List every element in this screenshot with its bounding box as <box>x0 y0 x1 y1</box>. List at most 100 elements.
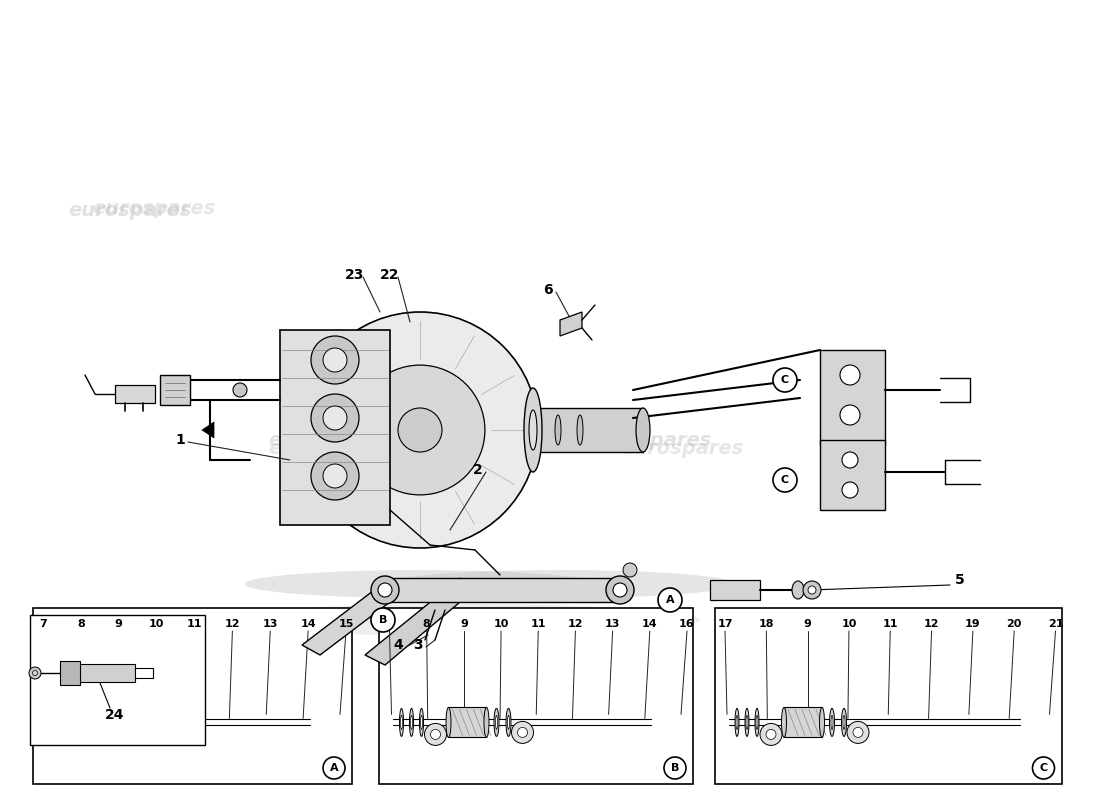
Ellipse shape <box>410 715 412 730</box>
Ellipse shape <box>755 709 759 736</box>
Ellipse shape <box>220 604 700 636</box>
Bar <box>33 608 352 784</box>
Text: 12: 12 <box>224 619 240 629</box>
Bar <box>449 707 486 738</box>
Circle shape <box>311 452 359 500</box>
Text: 14: 14 <box>642 619 658 629</box>
Text: C: C <box>781 475 789 485</box>
Ellipse shape <box>506 709 512 736</box>
Polygon shape <box>379 578 620 602</box>
Circle shape <box>355 365 485 495</box>
Ellipse shape <box>746 715 748 730</box>
Polygon shape <box>365 578 460 665</box>
Text: 12: 12 <box>924 619 939 629</box>
Text: 13: 13 <box>263 619 278 629</box>
Ellipse shape <box>578 415 583 445</box>
Circle shape <box>302 312 538 548</box>
Text: eurospares: eurospares <box>807 662 931 682</box>
Ellipse shape <box>494 709 499 736</box>
Text: eurospares: eurospares <box>620 438 744 458</box>
Text: 11: 11 <box>187 619 202 629</box>
Ellipse shape <box>147 709 153 736</box>
Circle shape <box>664 757 686 779</box>
Text: 13: 13 <box>605 619 620 629</box>
Bar <box>160 375 190 405</box>
Text: 3: 3 <box>414 638 422 652</box>
Ellipse shape <box>74 715 76 730</box>
Ellipse shape <box>430 730 440 739</box>
Ellipse shape <box>495 715 497 730</box>
Ellipse shape <box>33 670 37 675</box>
Ellipse shape <box>507 715 509 730</box>
Text: 17: 17 <box>717 619 733 629</box>
Circle shape <box>840 405 860 425</box>
Text: 10: 10 <box>148 619 164 629</box>
Ellipse shape <box>829 709 835 736</box>
Text: 11: 11 <box>530 619 546 629</box>
Text: B: B <box>378 615 387 625</box>
Bar <box>820 350 886 445</box>
Ellipse shape <box>852 727 864 738</box>
Ellipse shape <box>735 709 739 736</box>
Ellipse shape <box>160 709 165 736</box>
Circle shape <box>311 394 359 442</box>
Text: B: B <box>671 763 679 773</box>
Ellipse shape <box>63 709 67 736</box>
Ellipse shape <box>84 730 94 739</box>
Text: 5: 5 <box>955 573 965 587</box>
Ellipse shape <box>484 707 490 738</box>
Circle shape <box>658 588 682 612</box>
Ellipse shape <box>385 570 735 598</box>
Bar <box>820 440 886 510</box>
Ellipse shape <box>606 576 634 604</box>
Ellipse shape <box>170 727 182 738</box>
Text: 18: 18 <box>759 619 774 629</box>
Text: eurospares: eurospares <box>477 662 601 682</box>
Bar <box>75 664 135 682</box>
Text: eurospares: eurospares <box>428 661 552 679</box>
Ellipse shape <box>73 709 77 736</box>
Text: eurospares: eurospares <box>142 662 265 682</box>
Text: 4: 4 <box>393 638 403 652</box>
Bar <box>280 330 390 525</box>
Bar <box>538 408 644 452</box>
Text: 19: 19 <box>965 619 981 629</box>
Ellipse shape <box>420 715 422 730</box>
Ellipse shape <box>756 715 758 730</box>
Circle shape <box>398 408 442 452</box>
Text: 15: 15 <box>339 619 354 629</box>
Text: 11: 11 <box>882 619 898 629</box>
Text: 16: 16 <box>679 619 695 629</box>
Text: 14: 14 <box>300 619 316 629</box>
Circle shape <box>773 368 798 392</box>
Circle shape <box>311 336 359 384</box>
Ellipse shape <box>53 709 57 736</box>
Ellipse shape <box>512 722 534 743</box>
Text: 9: 9 <box>804 619 812 629</box>
Ellipse shape <box>399 709 404 736</box>
Circle shape <box>623 563 637 577</box>
Text: eurospares: eurospares <box>588 430 712 450</box>
Ellipse shape <box>99 707 104 738</box>
Circle shape <box>1033 757 1055 779</box>
Ellipse shape <box>830 715 833 730</box>
Circle shape <box>773 468 798 492</box>
Ellipse shape <box>847 722 869 743</box>
Circle shape <box>233 383 248 397</box>
Ellipse shape <box>138 707 143 738</box>
Circle shape <box>323 406 346 430</box>
Ellipse shape <box>245 570 595 598</box>
Ellipse shape <box>29 667 41 679</box>
Ellipse shape <box>843 715 845 730</box>
Text: 10: 10 <box>842 619 857 629</box>
Ellipse shape <box>613 583 627 597</box>
Text: 24: 24 <box>106 708 124 722</box>
Text: 6: 6 <box>543 283 553 297</box>
Polygon shape <box>302 578 390 655</box>
Text: 22: 22 <box>381 268 399 282</box>
Circle shape <box>840 365 860 385</box>
Text: 8: 8 <box>422 619 430 629</box>
Circle shape <box>323 757 345 779</box>
Bar <box>102 707 140 738</box>
Text: C: C <box>1040 763 1047 773</box>
